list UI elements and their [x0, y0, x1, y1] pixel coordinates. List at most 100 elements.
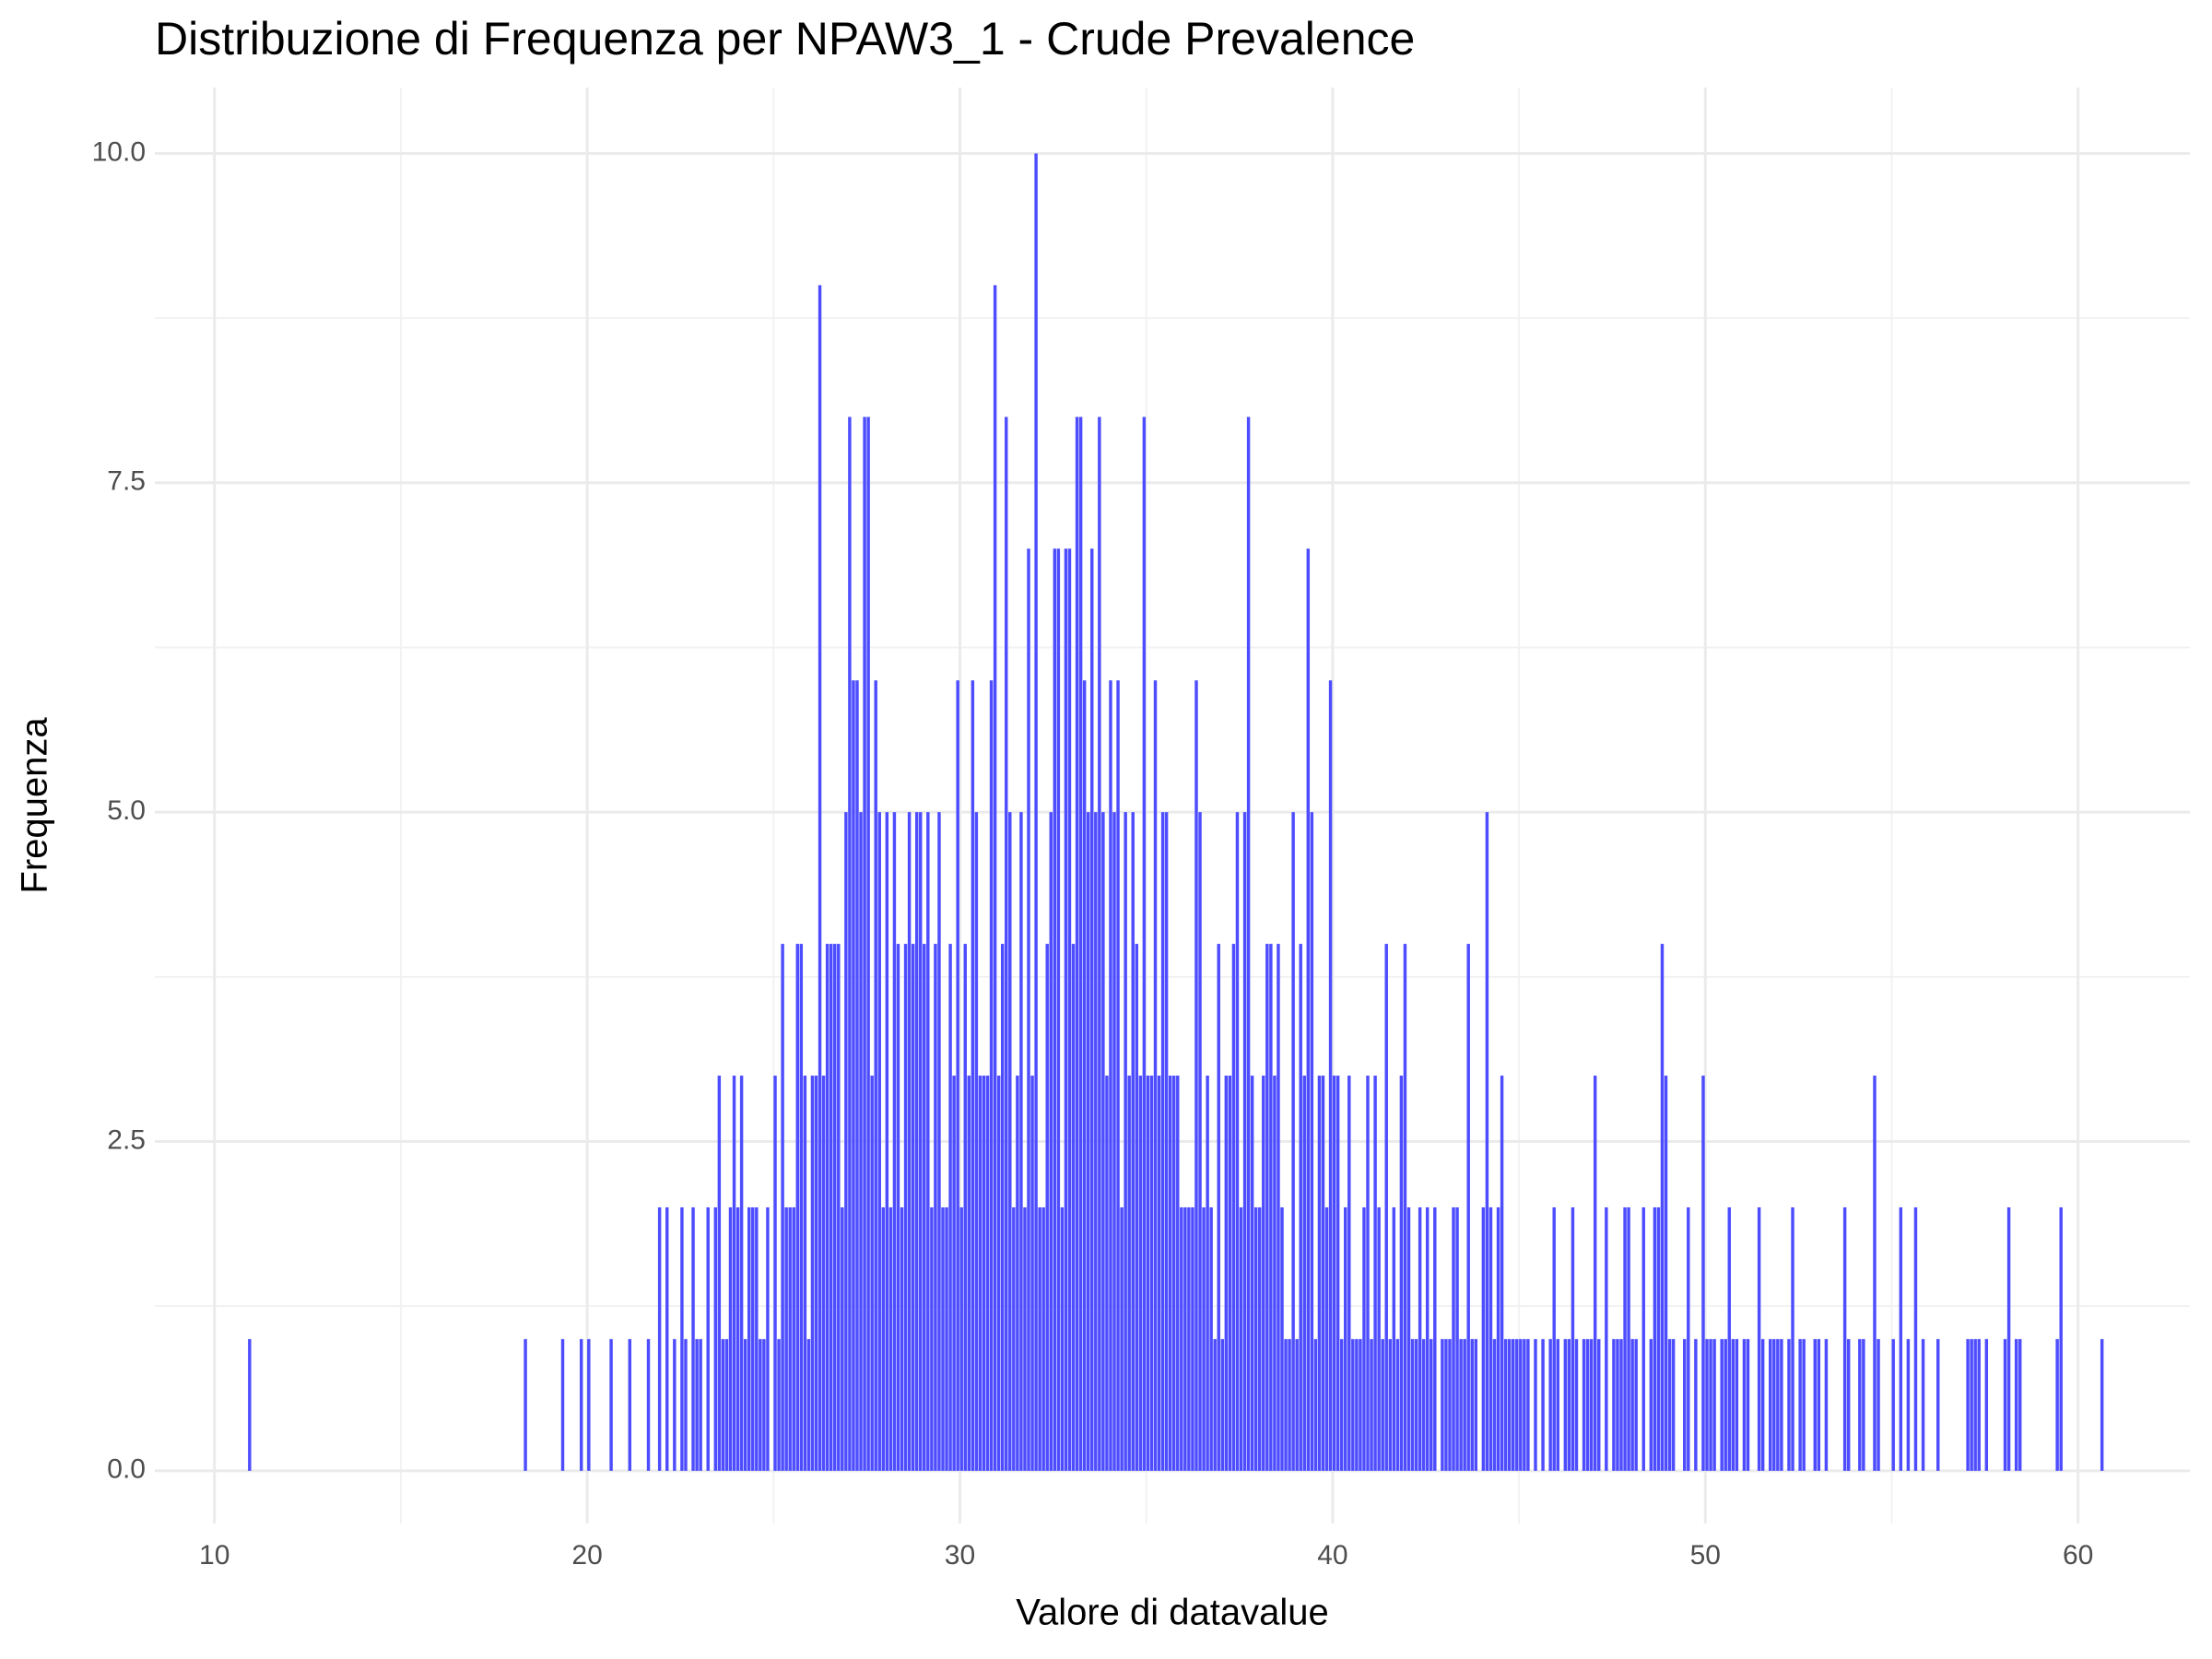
bar	[721, 1338, 725, 1471]
bar	[1776, 1338, 1780, 1471]
bar	[1041, 1206, 1045, 1471]
bar	[1742, 1338, 1747, 1471]
bar	[1101, 812, 1105, 1471]
bar	[2100, 1338, 2104, 1471]
bar	[1705, 1338, 1709, 1471]
bar	[1873, 1076, 1877, 1471]
bar	[1619, 1338, 1623, 1471]
bar	[1760, 1338, 1765, 1471]
bar	[1090, 548, 1094, 1471]
bar	[781, 944, 784, 1471]
bar	[1120, 1206, 1124, 1471]
bar	[1492, 1338, 1497, 1471]
chart-title: Distribuzione di Frequenza per NPAW3_1 -…	[155, 13, 1415, 65]
bar	[1250, 1076, 1254, 1471]
bar	[1414, 1338, 1418, 1471]
bar	[1191, 1206, 1194, 1471]
bar	[1335, 1076, 1340, 1471]
bar	[1005, 417, 1008, 1471]
bar	[1328, 680, 1333, 1471]
bar	[825, 944, 830, 1471]
bar	[1913, 1206, 1918, 1471]
bar	[1701, 1076, 1705, 1471]
bar	[646, 1338, 651, 1471]
bar	[1552, 1206, 1556, 1471]
bar	[1891, 1338, 1895, 1471]
bar	[728, 1206, 733, 1471]
bar	[684, 1338, 688, 1471]
bar	[609, 1338, 613, 1471]
bar	[1507, 1338, 1512, 1471]
x-tick-label: 50	[1690, 1540, 1721, 1571]
bar	[1388, 1338, 1392, 1471]
bar	[2055, 1338, 2059, 1471]
bar	[1027, 548, 1030, 1471]
bar	[1176, 1076, 1180, 1471]
bar	[739, 1076, 744, 1471]
bar	[1824, 1338, 1829, 1471]
bar	[841, 1206, 844, 1471]
bar	[717, 1076, 722, 1471]
bar	[1094, 812, 1098, 1471]
bar	[996, 1076, 1001, 1471]
bar	[1269, 944, 1273, 1471]
y-tick-label: 5.0	[107, 795, 146, 826]
bar	[1481, 1206, 1486, 1471]
x-tick-label: 10	[199, 1540, 229, 1571]
bar	[855, 680, 859, 1471]
bar	[1306, 548, 1311, 1471]
bar	[1630, 1338, 1634, 1471]
bar	[1627, 1206, 1630, 1471]
bar	[2003, 1338, 2007, 1471]
bar	[914, 812, 919, 1471]
bar	[982, 1076, 986, 1471]
bar	[1008, 812, 1012, 1471]
bar	[907, 812, 912, 1471]
bar	[985, 1076, 990, 1471]
y-tick-label: 2.5	[107, 1124, 146, 1155]
bar	[1220, 1338, 1225, 1471]
bar	[1381, 1338, 1384, 1471]
bar	[1589, 1338, 1594, 1471]
bar	[1067, 548, 1072, 1471]
bar	[1224, 1076, 1229, 1471]
bar	[732, 1076, 736, 1471]
y-tick-label: 7.5	[107, 466, 146, 497]
bar	[1359, 1338, 1362, 1471]
bar	[1344, 1206, 1347, 1471]
bar	[1512, 1338, 1515, 1471]
bar	[1727, 1206, 1731, 1471]
bar	[691, 1206, 695, 1471]
bar	[1228, 1076, 1232, 1471]
bar	[1787, 1338, 1791, 1471]
bar	[1280, 1206, 1284, 1471]
bar	[1049, 812, 1053, 1471]
bar	[1582, 1338, 1586, 1471]
bar	[1332, 1076, 1336, 1471]
bar	[1168, 1076, 1172, 1471]
bar	[2059, 1206, 2063, 1471]
bar	[751, 1206, 755, 1471]
bar	[1970, 1338, 1973, 1471]
bar	[1612, 1338, 1616, 1471]
bar	[852, 680, 855, 1471]
bar	[1299, 944, 1302, 1471]
bar	[628, 1338, 632, 1471]
bar	[1239, 1206, 1243, 1471]
bar	[1313, 1338, 1318, 1471]
bar	[2014, 1338, 2018, 1471]
bar	[657, 1206, 662, 1471]
bar	[1071, 944, 1076, 1471]
bar	[1153, 680, 1158, 1471]
bar	[1291, 812, 1295, 1471]
bar	[1623, 1206, 1627, 1471]
bar	[1183, 1206, 1187, 1471]
bar	[1973, 1338, 1977, 1471]
bar	[1135, 944, 1139, 1471]
bar	[837, 944, 841, 1471]
x-tick-label: 40	[1317, 1540, 1347, 1571]
bar	[978, 1076, 982, 1471]
bar	[1430, 1338, 1433, 1471]
bar	[1488, 1206, 1493, 1471]
bar	[806, 1338, 811, 1471]
